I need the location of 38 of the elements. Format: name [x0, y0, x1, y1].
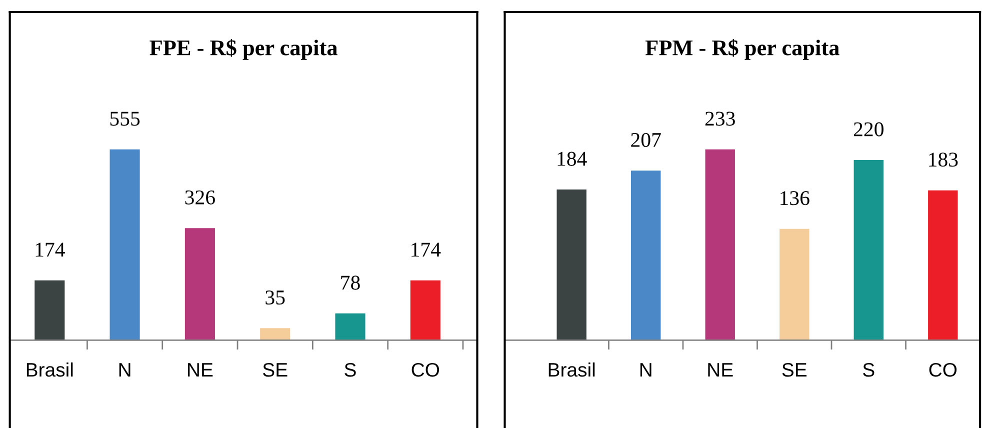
x-tick-label: N	[119, 363, 130, 377]
x-tick-label: NE	[188, 363, 213, 377]
bar	[630, 170, 661, 340]
data-label: 136	[780, 191, 810, 206]
data-label: 183	[929, 152, 958, 167]
bar	[110, 149, 140, 340]
x-tick-label: CO	[929, 362, 957, 377]
data-label: 35	[266, 290, 285, 305]
bar	[335, 313, 366, 340]
data-label: 174	[36, 242, 65, 257]
bar	[556, 190, 586, 340]
x-tick-label: S	[863, 362, 874, 377]
x-tick-label: NE	[708, 363, 733, 377]
x-tick-label: SE	[263, 362, 288, 377]
bar	[854, 160, 884, 340]
data-label: 326	[185, 190, 215, 204]
x-tick-label: Brasil	[548, 362, 595, 377]
x-tick-label: S	[344, 362, 356, 377]
data-label: 220	[854, 122, 884, 136]
bar	[260, 328, 290, 340]
x-tick-label: SE	[782, 362, 807, 377]
data-label: 233	[705, 112, 735, 126]
bar	[780, 228, 810, 340]
data-label: 78	[341, 276, 360, 290]
bar	[410, 280, 440, 340]
data-label: 184	[558, 152, 587, 166]
x-tick-label: Brasil	[26, 362, 73, 377]
bar	[705, 149, 735, 340]
bar	[184, 228, 215, 340]
data-label: 174	[412, 242, 441, 257]
data-label: 207	[631, 132, 661, 147]
bar	[928, 190, 958, 340]
data-label: 555	[110, 112, 140, 126]
bar	[34, 280, 65, 340]
chart-title: FPM - R$ per capita	[645, 39, 840, 60]
chart-title: FPE - R$ per capita	[150, 39, 338, 60]
x-tick-label: CO	[412, 362, 440, 377]
x-tick-label: N	[640, 363, 652, 377]
